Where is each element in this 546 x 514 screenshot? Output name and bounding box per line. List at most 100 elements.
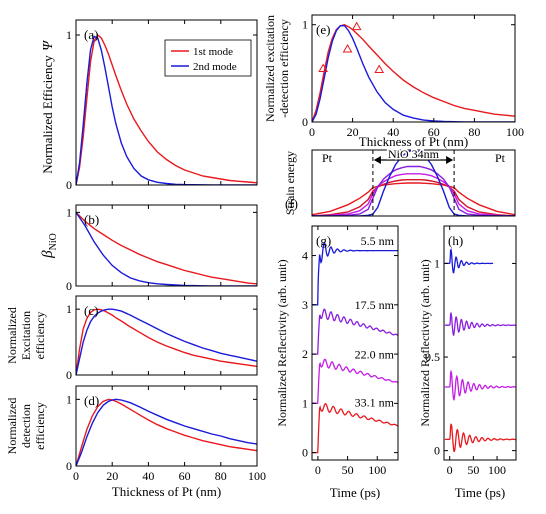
y-tick-label: 0 — [66, 279, 72, 293]
data-marker-e-0 — [318, 63, 329, 72]
panel-label-c: (c) — [84, 303, 98, 318]
trace-label-1: 17.5 nm — [355, 298, 395, 312]
series-line-f-2 — [312, 173, 515, 216]
y-tick-label: 3 — [302, 298, 308, 312]
trace-g-0 — [312, 241, 398, 306]
series-line-d-1 — [76, 398, 257, 466]
series-line-e-0 — [312, 23, 515, 122]
x-tick-label: 0 — [309, 125, 315, 139]
panel-d-frame — [75, 385, 258, 467]
x-tick-label: 100 — [248, 469, 266, 483]
y-tick-label: 1 — [302, 18, 308, 32]
trace-g-1 — [312, 308, 398, 355]
panel-label-g: (g) — [316, 233, 331, 248]
y-tick-label: 1 — [66, 392, 72, 406]
y-axis-label-b: βNiO — [40, 233, 59, 259]
data-marker-e-1 — [342, 44, 353, 53]
y-tick-label: 1 — [66, 28, 72, 42]
y-axis-label-f: Strain energy — [283, 151, 297, 215]
trace-g-2 — [312, 358, 398, 404]
y-tick-label: 4 — [302, 249, 308, 263]
series-line-a-1 — [76, 35, 257, 185]
series-line-a-0 — [76, 33, 257, 185]
x-tick-label: 50 — [467, 463, 479, 477]
y-axis-label-b-sub: NiO — [48, 233, 59, 250]
x-axis-label-d: Thickness of Pt (nm) — [112, 484, 221, 499]
y-tick-label: 0 — [302, 446, 308, 460]
y-axis-label-d-1: detection — [19, 404, 33, 448]
x-tick-label: 20 — [347, 125, 359, 139]
y-axis-symbol-a: Ψ — [41, 40, 56, 51]
y-axis-label-c-1: Excitation — [19, 311, 33, 360]
y-tick-label: 0 — [302, 115, 308, 129]
region-label-nio: NiO 34nm — [388, 147, 440, 161]
series-line-f-1 — [312, 179, 515, 216]
data-marker-e-2 — [351, 21, 362, 31]
legend-entry-1: 2nd mode — [193, 61, 237, 73]
trace-h-0 — [444, 248, 494, 274]
x-tick-label: 100 — [488, 463, 506, 477]
panel-c-frame — [75, 295, 258, 376]
panel-h-frame — [443, 225, 517, 461]
x-tick-label: 0 — [447, 463, 453, 477]
panel-g-frame — [311, 225, 399, 461]
series-line-f-0 — [312, 182, 515, 216]
y-tick-label: 1 — [66, 205, 72, 219]
y-tick-label: 0.5 — [425, 350, 440, 364]
y-axis-label-a: Normalized Efficiency — [40, 55, 55, 174]
panel-label-e: (e) — [316, 22, 330, 37]
x-tick-label: 100 — [506, 125, 524, 139]
series-line-b-0 — [76, 211, 257, 285]
series-line-d-0 — [76, 398, 257, 466]
y-axis-label-e-0: Normalized excitation — [263, 15, 277, 122]
legend-entry-0: 1st mode — [193, 46, 233, 58]
trace-h-3 — [444, 423, 516, 453]
y-tick-label: 1 — [302, 396, 308, 410]
panel-label-d: (d) — [84, 393, 99, 408]
trace-h-2 — [444, 369, 516, 401]
panel-label-h: (h) — [448, 233, 463, 248]
panel-f-frame — [311, 149, 516, 217]
data-marker-e-3 — [374, 64, 385, 73]
panel-label-a: (a) — [84, 27, 98, 42]
panel-label-b: (b) — [84, 212, 99, 227]
x-tick-label: 40 — [142, 469, 154, 483]
series-line-e-1 — [312, 25, 515, 122]
y-tick-label: 0 — [66, 178, 72, 192]
trace-label-0: 5.5 nm — [361, 234, 395, 248]
x-tick-label: 50 — [342, 463, 354, 477]
panel-label-f: (f) — [285, 196, 298, 211]
x-tick-label: 60 — [428, 125, 440, 139]
region-label-pt-right: Pt — [495, 151, 506, 165]
x-tick-label: 20 — [106, 469, 118, 483]
series-line-f-4 — [312, 150, 515, 216]
y-axis-label-d-0: Normalized — [5, 398, 19, 455]
x-tick-label: 80 — [468, 125, 480, 139]
x-tick-label: 80 — [215, 469, 227, 483]
y-axis-label-g: Normalized Reflectivity (arb. unit) — [275, 259, 289, 426]
y-tick-label: 1 — [434, 256, 440, 270]
y-tick-label: 0 — [66, 459, 72, 473]
region-label-pt-left: Pt — [322, 151, 333, 165]
y-tick-label: 2 — [302, 347, 308, 361]
y-axis-label-d-2: efficiency — [33, 402, 47, 450]
legend-box — [164, 39, 252, 77]
trace-g-3 — [312, 403, 398, 454]
y-tick-label: 0 — [434, 444, 440, 458]
series-line-c-1 — [76, 308, 257, 375]
x-tick-label: 60 — [179, 469, 191, 483]
panel-a-frame — [75, 19, 258, 186]
x-tick-label: 0 — [73, 469, 79, 483]
x-tick-label: 0 — [315, 463, 321, 477]
series-line-f-3 — [312, 165, 515, 216]
y-tick-label: 0 — [66, 368, 72, 382]
series-line-c-0 — [76, 308, 257, 375]
x-tick-label: 40 — [387, 125, 399, 139]
arrow-head-left — [373, 156, 381, 164]
y-axis-label-h: Normalized Reflectivity (arb. unit) — [418, 259, 432, 426]
x-tick-label: 100 — [368, 463, 386, 477]
y-axis-label-e-1: -detection efficiency — [277, 19, 291, 118]
arrow-head-right — [446, 156, 454, 164]
x-axis-label-e: Thickness of Pt (nm) — [359, 134, 468, 149]
